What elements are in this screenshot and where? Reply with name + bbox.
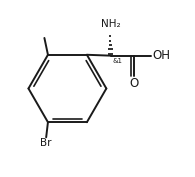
Text: NH₂: NH₂ [101, 19, 120, 28]
Text: Br: Br [40, 138, 52, 148]
Text: OH: OH [152, 49, 170, 62]
Text: &1: &1 [112, 58, 122, 64]
Text: O: O [129, 77, 138, 90]
